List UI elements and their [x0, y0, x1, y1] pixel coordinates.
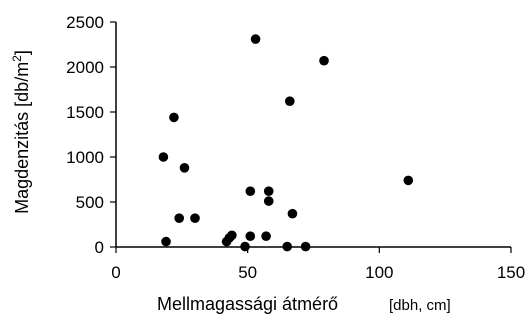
data-point [319, 55, 329, 66]
data-point [263, 186, 274, 196]
data-point [261, 231, 271, 241]
y-axis-title-main: Magdenzitás [db/m [12, 62, 32, 214]
data-point [169, 112, 179, 123]
data-point [263, 196, 274, 206]
data-point [245, 231, 256, 241]
y-axis-title-end: ] [12, 50, 32, 55]
y-tick-label: 2000 [66, 58, 104, 77]
data-point [287, 208, 298, 219]
x-tick-label: 0 [111, 263, 120, 282]
x-axis-title: Mellmagassági átmérő [157, 294, 338, 314]
y-tick-label: 2500 [66, 13, 104, 32]
data-point [179, 163, 190, 173]
data-point [174, 213, 184, 223]
x-tick-label: 100 [365, 263, 393, 282]
data-point [158, 152, 169, 162]
data-point [250, 34, 261, 44]
y-tick-label: 0 [95, 238, 104, 257]
data-point [161, 236, 171, 247]
y-axis-title: Magdenzitás [db/m2] [10, 50, 32, 214]
y-tick-label: 1000 [66, 148, 104, 167]
data-points [158, 34, 414, 252]
x-axis-unit: [dbh, cm] [389, 297, 451, 314]
y-tick-label: 500 [76, 193, 104, 212]
x-tick-label: 50 [238, 263, 257, 282]
x-tick-label: 150 [497, 263, 525, 282]
data-point [190, 213, 200, 223]
y-axis-title-superscript: 2 [10, 55, 24, 62]
data-point [227, 230, 237, 241]
y-tick-label: 1500 [66, 103, 104, 122]
data-point [245, 186, 256, 196]
data-point [403, 175, 414, 186]
y-axis-ticks: 0 500 1000 1500 2000 2500 [66, 13, 116, 257]
x-axis-ticks: 0 50 100 150 [111, 247, 525, 282]
data-point [285, 96, 295, 106]
